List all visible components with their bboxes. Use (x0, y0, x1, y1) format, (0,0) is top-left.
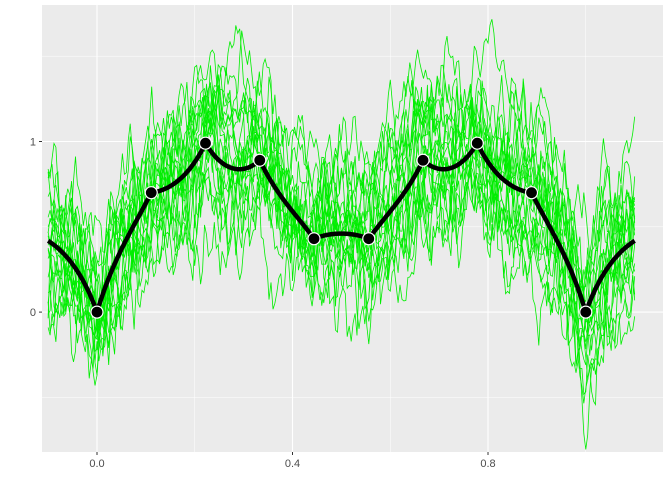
sample-path (47, 131, 636, 396)
observed-point (362, 232, 376, 246)
x-tick-label: 0.0 (89, 458, 104, 470)
observed-point (198, 136, 213, 150)
sample-path (47, 49, 636, 346)
observed-point (470, 136, 484, 150)
axes: 0.0 0.4 0.8 0 1 (30, 136, 496, 470)
observed-point (253, 153, 267, 167)
observed-point (144, 186, 158, 200)
sample-path (47, 64, 636, 407)
observed-point (416, 153, 430, 167)
x-tick-label: 0.8 (480, 458, 495, 470)
observed-point (579, 305, 593, 319)
observed-points (90, 136, 593, 319)
observed-point (524, 186, 539, 200)
observed-point (90, 305, 104, 319)
y-tick-label: 0 (30, 307, 36, 319)
y-tick-label: 1 (30, 136, 36, 148)
mean-line (46, 140, 636, 315)
x-tick-label: 0.4 (285, 458, 300, 470)
sample-path (47, 142, 636, 376)
sample-path (47, 36, 636, 351)
sample-path (47, 64, 636, 366)
observed-point (307, 232, 321, 246)
